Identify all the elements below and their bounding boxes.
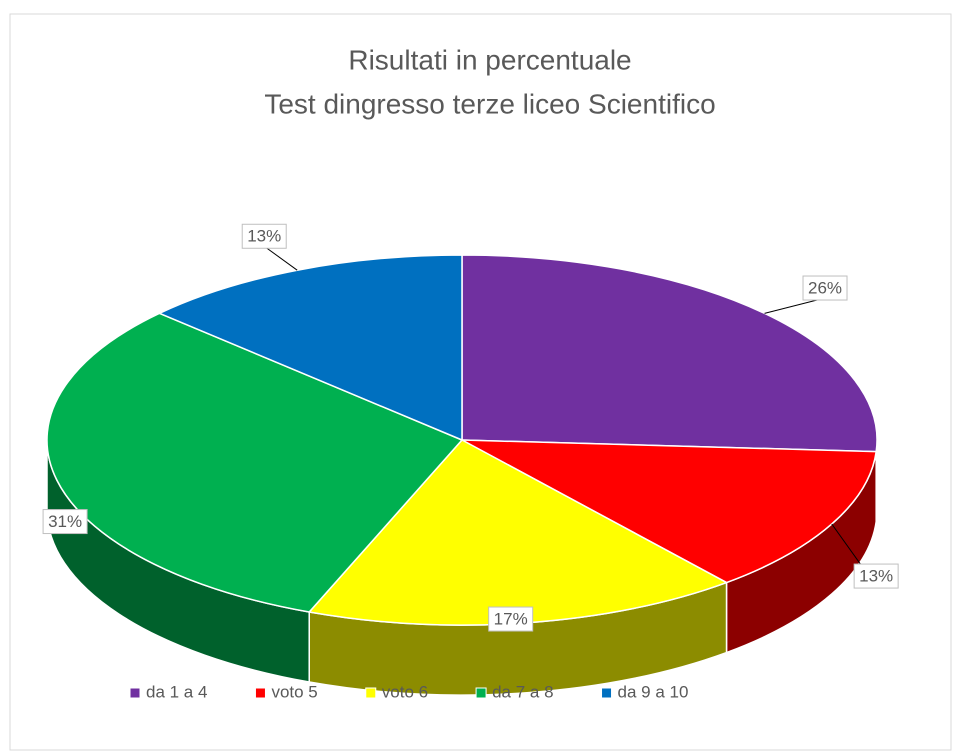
data-label-group: 26% <box>802 275 848 301</box>
legend-label: voto 6 <box>382 682 428 701</box>
pie-slice <box>46 312 464 613</box>
data-label-group: 31% <box>42 509 88 535</box>
leader-line <box>263 245 298 271</box>
pie-slice <box>157 254 463 442</box>
legend-swatch <box>365 687 377 699</box>
data-label-box <box>42 509 88 535</box>
data-label: 17% <box>494 610 528 629</box>
legend-swatch <box>129 687 141 699</box>
legend-swatch <box>475 687 487 699</box>
data-label: 31% <box>48 512 82 531</box>
legend-swatch <box>254 687 266 699</box>
pie-slice <box>461 254 878 453</box>
data-label-group: 13% <box>241 223 287 249</box>
data-label-box <box>853 563 899 589</box>
data-label-group: 17% <box>488 606 534 632</box>
legend-label: da 7 a 8 <box>492 682 553 701</box>
legend-label: voto 5 <box>271 682 317 701</box>
data-label-box <box>241 223 287 249</box>
chart-subtitle: Test dingresso terze liceo Scientifico <box>264 88 715 119</box>
data-label-box <box>802 275 848 301</box>
data-label: 13% <box>247 227 281 246</box>
data-label-box <box>488 606 534 632</box>
chart-title: Risultati in percentuale <box>348 44 631 75</box>
legend-swatch <box>601 687 613 699</box>
data-label-group: 13% <box>853 563 899 589</box>
data-label: 13% <box>859 567 893 586</box>
legend-label: da 1 a 4 <box>146 682 207 701</box>
legend-label: da 9 a 10 <box>618 682 689 701</box>
data-label: 26% <box>808 279 842 298</box>
leader-line <box>764 297 826 314</box>
